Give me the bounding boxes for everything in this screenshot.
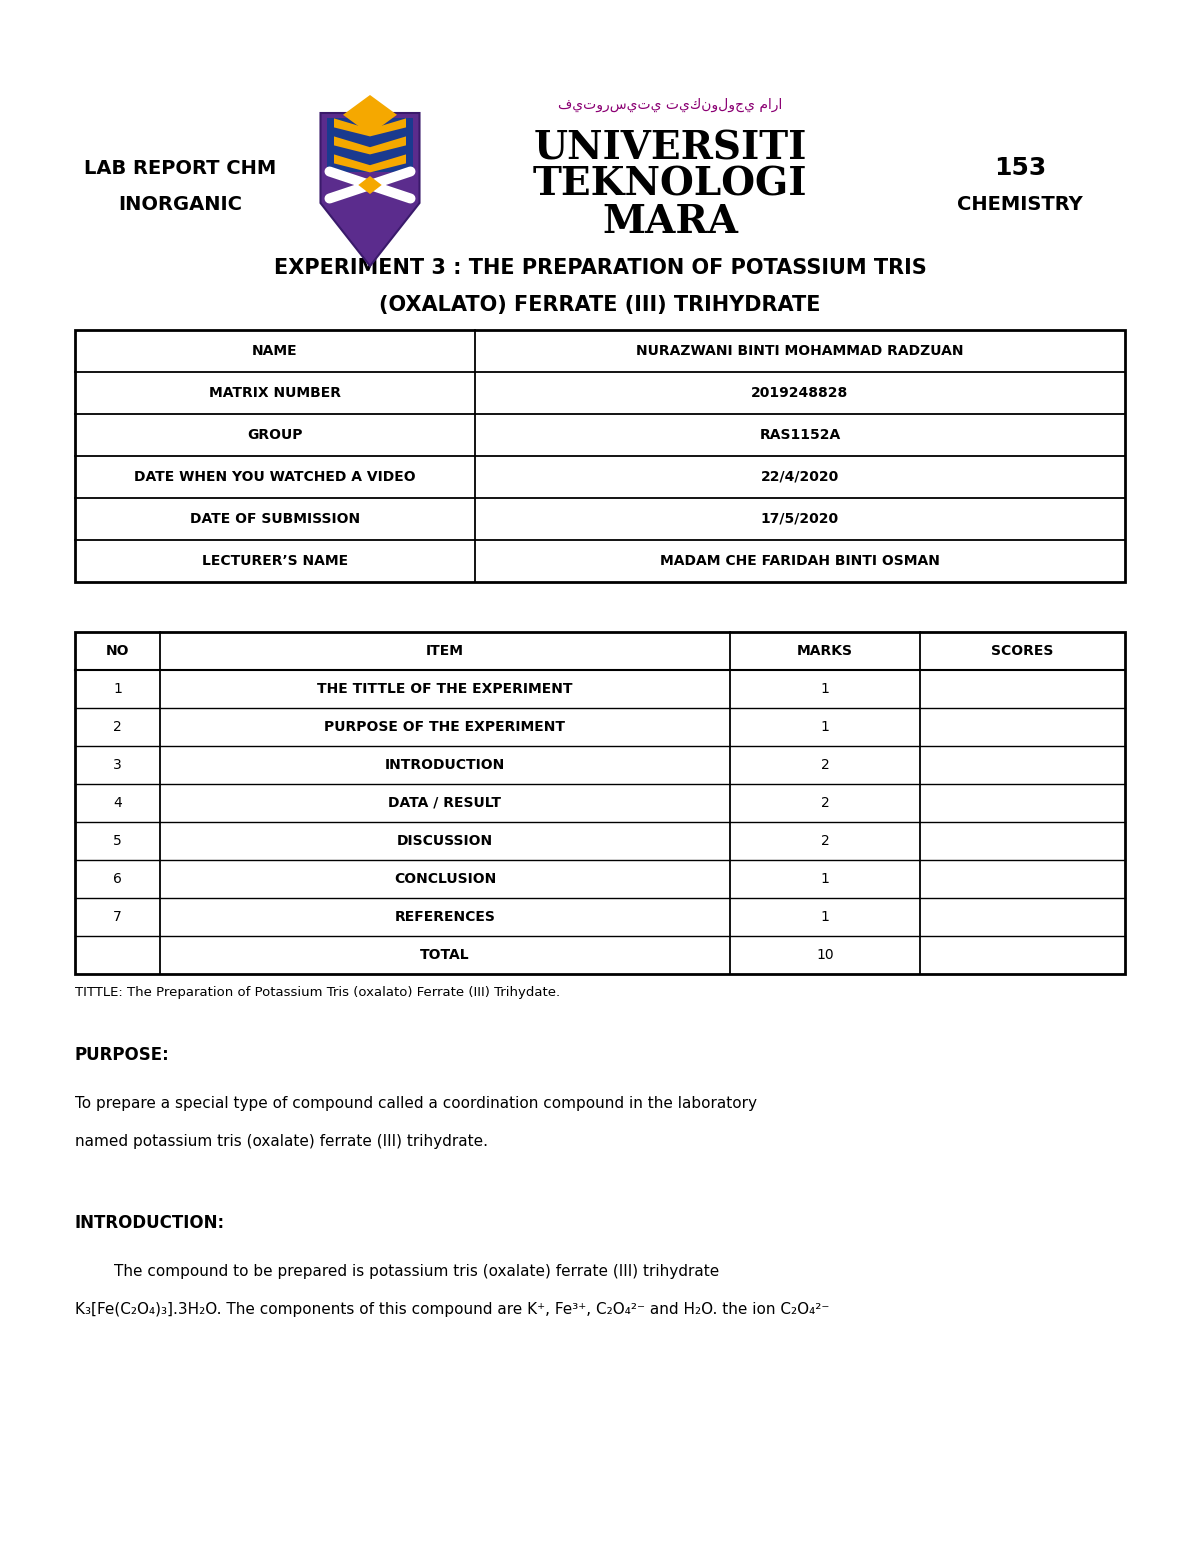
Text: CONCLUSION: CONCLUSION bbox=[394, 871, 496, 887]
Text: TOTAL: TOTAL bbox=[420, 947, 470, 961]
Text: 1: 1 bbox=[821, 910, 829, 924]
Text: NAME: NAME bbox=[252, 345, 298, 359]
Text: 2019248828: 2019248828 bbox=[751, 387, 848, 401]
Text: 17/5/2020: 17/5/2020 bbox=[761, 512, 839, 526]
Text: فيتورسيتي تيكنولوجي مارا: فيتورسيتي تيكنولوجي مارا bbox=[558, 98, 782, 112]
Text: 1: 1 bbox=[821, 871, 829, 887]
Text: GROUP: GROUP bbox=[247, 429, 302, 443]
Polygon shape bbox=[334, 118, 406, 137]
Text: CHEMISTRY: CHEMISTRY bbox=[958, 196, 1082, 214]
Text: 22/4/2020: 22/4/2020 bbox=[761, 471, 839, 485]
Text: NURAZWANI BINTI MOHAMMAD RADZUAN: NURAZWANI BINTI MOHAMMAD RADZUAN bbox=[636, 345, 964, 359]
Text: MADAM CHE FARIDAH BINTI OSMAN: MADAM CHE FARIDAH BINTI OSMAN bbox=[660, 554, 940, 568]
Text: REFERENCES: REFERENCES bbox=[395, 910, 496, 924]
Text: MARKS: MARKS bbox=[797, 644, 853, 658]
Text: INORGANIC: INORGANIC bbox=[118, 196, 242, 214]
Text: MARA: MARA bbox=[602, 203, 738, 241]
Polygon shape bbox=[343, 95, 397, 135]
Text: 2: 2 bbox=[821, 797, 829, 811]
Polygon shape bbox=[359, 175, 382, 194]
Text: 10: 10 bbox=[816, 947, 834, 961]
Text: (OXALATO) FERRATE (III) TRIHYDRATE: (OXALATO) FERRATE (III) TRIHYDRATE bbox=[379, 295, 821, 315]
Text: The compound to be prepared is potassium tris (oxalate) ferrate (III) trihydrate: The compound to be prepared is potassium… bbox=[74, 1264, 719, 1280]
Text: 2: 2 bbox=[821, 758, 829, 772]
Text: 4: 4 bbox=[113, 797, 122, 811]
Text: UNIVERSITI: UNIVERSITI bbox=[533, 129, 806, 168]
Polygon shape bbox=[334, 137, 406, 154]
Text: RAS1152A: RAS1152A bbox=[760, 429, 841, 443]
Text: TITTLE: The Preparation of Potassium Tris (oxalato) Ferrate (III) Trihydate.: TITTLE: The Preparation of Potassium Tri… bbox=[74, 986, 560, 999]
Polygon shape bbox=[334, 154, 406, 172]
Text: named potassium tris (oxalate) ferrate (III) trihydrate.: named potassium tris (oxalate) ferrate (… bbox=[74, 1134, 488, 1149]
Text: LAB REPORT CHM: LAB REPORT CHM bbox=[84, 158, 276, 177]
Text: DATE OF SUBMISSION: DATE OF SUBMISSION bbox=[190, 512, 360, 526]
Text: 5: 5 bbox=[113, 834, 122, 848]
Text: 1: 1 bbox=[821, 682, 829, 696]
Text: MATRIX NUMBER: MATRIX NUMBER bbox=[209, 387, 341, 401]
Text: 2: 2 bbox=[821, 834, 829, 848]
Text: INTRODUCTION: INTRODUCTION bbox=[385, 758, 505, 772]
Bar bbox=[74, 329, 1126, 582]
Text: 2: 2 bbox=[113, 721, 122, 735]
Bar bbox=[74, 632, 1126, 974]
Text: EXPERIMENT 3 : THE PREPARATION OF POTASSIUM TRIS: EXPERIMENT 3 : THE PREPARATION OF POTASS… bbox=[274, 258, 926, 278]
Text: ITEM: ITEM bbox=[426, 644, 464, 658]
Text: PURPOSE:: PURPOSE: bbox=[74, 1047, 169, 1064]
Text: To prepare a special type of compound called a coordination compound in the labo: To prepare a special type of compound ca… bbox=[74, 1096, 757, 1110]
Text: THE TITTLE OF THE EXPERIMENT: THE TITTLE OF THE EXPERIMENT bbox=[317, 682, 572, 696]
Text: SCORES: SCORES bbox=[991, 644, 1054, 658]
Text: K₃[Fe(C₂O₄)₃].3H₂O. The components of this compound are K⁺, Fe³⁺, C₂O₄²⁻ and H₂O: K₃[Fe(C₂O₄)₃].3H₂O. The components of th… bbox=[74, 1301, 829, 1317]
Text: NO: NO bbox=[106, 644, 130, 658]
Text: LECTURER’S NAME: LECTURER’S NAME bbox=[202, 554, 348, 568]
Text: DATE WHEN YOU WATCHED A VIDEO: DATE WHEN YOU WATCHED A VIDEO bbox=[134, 471, 416, 485]
Text: 1: 1 bbox=[821, 721, 829, 735]
Text: TEKNOLOGI: TEKNOLOGI bbox=[533, 166, 808, 203]
Text: DATA / RESULT: DATA / RESULT bbox=[389, 797, 502, 811]
Text: INTRODUCTION:: INTRODUCTION: bbox=[74, 1214, 226, 1232]
Text: DISCUSSION: DISCUSSION bbox=[397, 834, 493, 848]
Text: 7: 7 bbox=[113, 910, 122, 924]
Text: 153: 153 bbox=[994, 155, 1046, 180]
Text: 6: 6 bbox=[113, 871, 122, 887]
Polygon shape bbox=[326, 118, 413, 171]
Text: 3: 3 bbox=[113, 758, 122, 772]
Polygon shape bbox=[320, 113, 420, 266]
Text: 1: 1 bbox=[113, 682, 122, 696]
Text: PURPOSE OF THE EXPERIMENT: PURPOSE OF THE EXPERIMENT bbox=[324, 721, 565, 735]
